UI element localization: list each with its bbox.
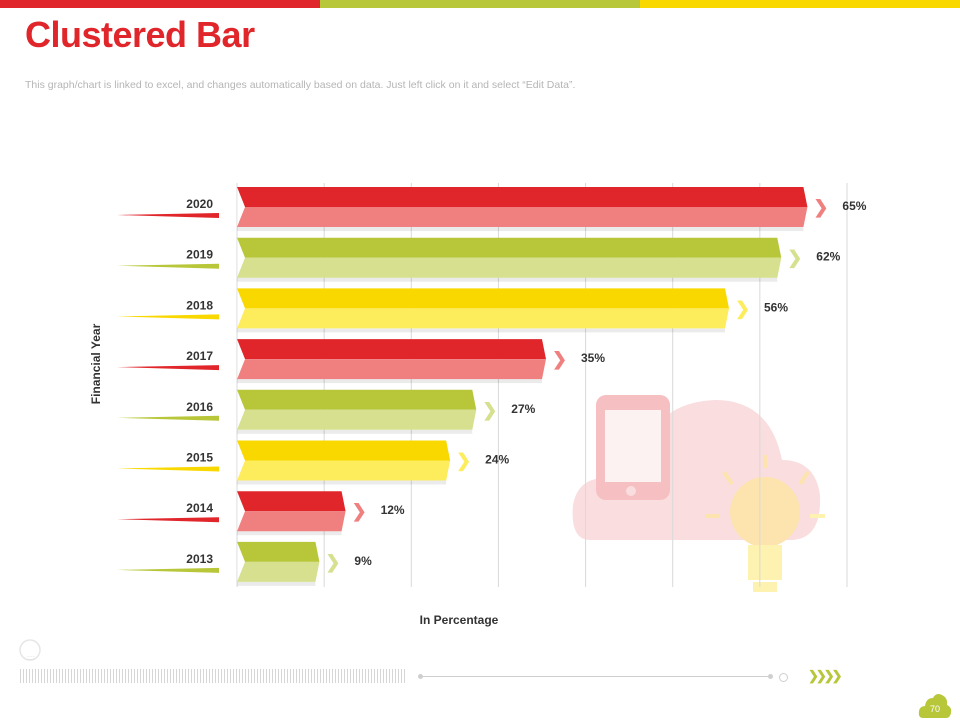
bar-top bbox=[237, 187, 808, 207]
value-label: 24% bbox=[485, 453, 509, 467]
chevron-icon: ❯ bbox=[813, 197, 828, 218]
chevron-icon: ❯ bbox=[735, 298, 750, 319]
footer-ring-icon bbox=[779, 673, 788, 682]
bar-group-2020: 2020 ❯ 65% bbox=[117, 187, 867, 231]
bar-shadow bbox=[237, 328, 725, 333]
year-label: 2018 bbox=[186, 298, 213, 312]
year-tick-spike bbox=[117, 517, 219, 523]
footer-dot-right bbox=[768, 674, 773, 679]
bar-group-2015: 2015 ❯ 24% bbox=[117, 440, 509, 485]
bar-bottom bbox=[237, 207, 808, 227]
chevron-icon: ❯ bbox=[552, 349, 567, 370]
bar-top bbox=[237, 288, 729, 309]
page-number: 70 bbox=[929, 704, 940, 714]
year-tick-spike bbox=[117, 314, 219, 320]
bar-bottom bbox=[237, 359, 546, 380]
bar-top bbox=[237, 491, 346, 512]
bar-bottom bbox=[237, 308, 729, 329]
cloud-page-badge-icon bbox=[918, 694, 952, 718]
year-label: 2020 bbox=[186, 197, 213, 211]
bar-group-2018: 2018 ❯ 56% bbox=[117, 288, 788, 333]
chevron-icon: ❯ bbox=[456, 451, 471, 472]
bar-top bbox=[237, 237, 782, 258]
bar-bottom bbox=[237, 257, 782, 278]
bar-bevel bbox=[237, 491, 245, 532]
chevron-icon: ❯ bbox=[482, 400, 497, 421]
footer-chevrons-icon: ❯❯❯❯ bbox=[808, 668, 843, 683]
value-label: 12% bbox=[381, 503, 405, 517]
bar-top bbox=[237, 541, 320, 562]
year-label: 2013 bbox=[186, 552, 213, 566]
year-label: 2019 bbox=[186, 248, 213, 262]
bar-group-2013: 2013 ❯ 9% bbox=[117, 541, 372, 586]
year-tick-spike bbox=[117, 213, 219, 218]
bar-group-2017: 2017 ❯ 35% bbox=[117, 339, 605, 384]
bar-bevel bbox=[237, 187, 245, 227]
year-label: 2014 bbox=[186, 501, 213, 515]
bar-group-2019: 2019 ❯ 62% bbox=[117, 237, 841, 282]
bar-group-2014: 2014 ❯ 12% bbox=[117, 491, 405, 536]
svg-text:::::: :::: bbox=[27, 655, 35, 662]
year-label: 2015 bbox=[186, 451, 213, 465]
bar-bevel bbox=[237, 541, 245, 582]
subtitle: This graph/chart is linked to excel, and… bbox=[25, 79, 576, 91]
value-label: 56% bbox=[764, 300, 788, 314]
bar-top bbox=[237, 440, 451, 461]
bar-bevel bbox=[237, 389, 245, 430]
value-label: 9% bbox=[354, 554, 372, 568]
bars: 2020 ❯ 65% 2019 ❯ 62% 2018 ❯ 56% 2017 ❯ 35% 2016 ❯ 27%… bbox=[117, 187, 867, 586]
footer-tick-strip bbox=[20, 669, 406, 683]
bar-shadow bbox=[237, 277, 778, 282]
year-tick-spike bbox=[117, 365, 219, 371]
bar-shadow bbox=[237, 531, 342, 536]
footer-progress-line bbox=[420, 676, 772, 677]
chevron-icon: ❯ bbox=[325, 552, 340, 573]
footer-bulb-icon: :::: bbox=[19, 639, 41, 662]
bar-group-2016: 2016 ❯ 27% bbox=[117, 389, 536, 434]
bar-top bbox=[237, 339, 546, 360]
bar-bottom bbox=[237, 511, 346, 532]
value-label: 65% bbox=[842, 199, 866, 213]
year-tick-spike bbox=[117, 567, 219, 573]
page-title: Clustered Bar bbox=[25, 14, 255, 55]
bar-bevel bbox=[237, 339, 245, 380]
bar-bottom bbox=[237, 561, 320, 582]
year-tick-spike bbox=[117, 466, 219, 472]
year-label: 2017 bbox=[186, 349, 213, 363]
year-tick-spike bbox=[117, 415, 219, 421]
bar-top bbox=[237, 389, 477, 410]
year-label: 2016 bbox=[186, 400, 213, 414]
bar-shadow bbox=[237, 581, 316, 586]
chevron-icon: ❯ bbox=[787, 248, 802, 269]
bar-bevel bbox=[237, 288, 245, 329]
top-bar-red bbox=[0, 0, 320, 8]
year-tick-spike bbox=[117, 263, 219, 269]
bar-shadow bbox=[237, 227, 804, 231]
bar-shadow bbox=[237, 429, 473, 434]
bar-bevel bbox=[237, 440, 245, 481]
value-label: 62% bbox=[816, 250, 840, 264]
bar-bevel bbox=[237, 237, 245, 278]
bar-shadow bbox=[237, 379, 542, 384]
bar-shadow bbox=[237, 480, 447, 485]
bar-bottom bbox=[237, 460, 451, 481]
footer-dot-left bbox=[418, 674, 423, 679]
top-bar-yellow bbox=[640, 0, 960, 8]
cloud-illustration bbox=[572, 395, 825, 592]
top-bar-green bbox=[320, 0, 640, 8]
chevron-icon: ❯ bbox=[352, 501, 367, 522]
value-label: 35% bbox=[581, 351, 605, 365]
bar-bottom bbox=[237, 409, 477, 430]
y-axis-label: Financial Year bbox=[89, 323, 103, 404]
x-axis-label: In Percentage bbox=[420, 613, 499, 627]
value-label: 27% bbox=[511, 402, 535, 416]
